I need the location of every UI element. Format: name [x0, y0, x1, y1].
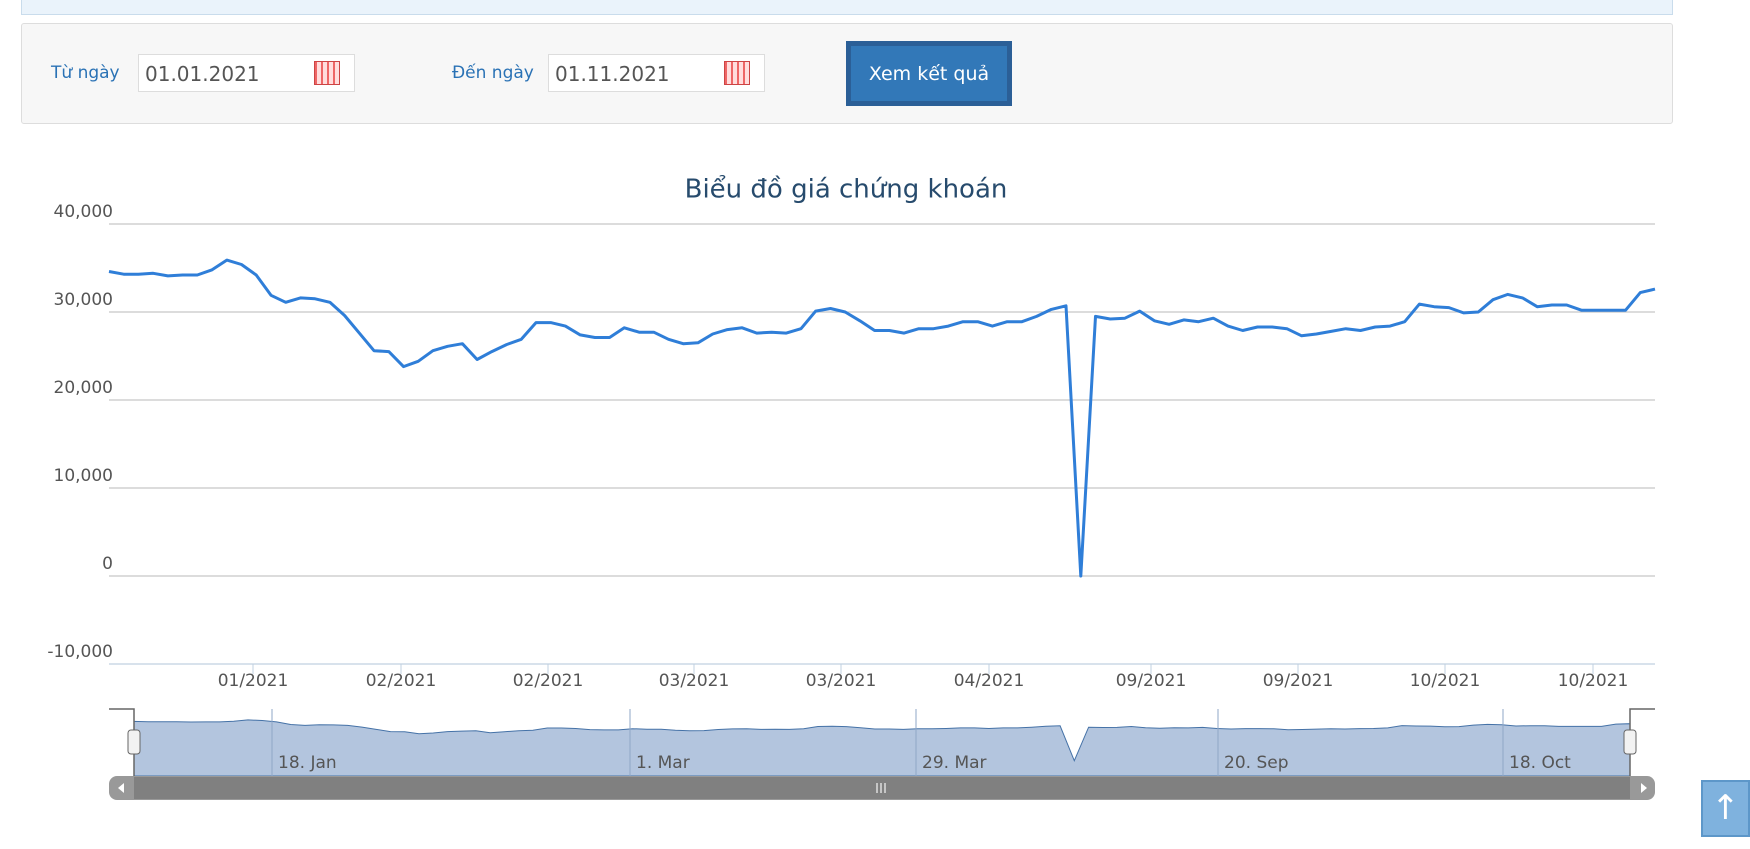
price-line	[108, 258, 1656, 578]
from-value: 01.01.2021	[145, 62, 260, 86]
button-text: Xem kết quả	[851, 46, 1007, 101]
x-tick-label: 02/2021	[366, 671, 437, 691]
x-tick-label: 09/2021	[1263, 671, 1334, 691]
y-tick-label: 20,000	[54, 378, 113, 398]
x-tick-label: 03/2021	[806, 671, 877, 691]
navigator-label: 1. Mar	[636, 753, 690, 773]
submit-button[interactable]: Xem kết quả	[846, 41, 1012, 106]
y-tick-label: 40,000	[54, 202, 113, 222]
navigator-label: 18. Jan	[278, 753, 337, 773]
scroll-grip	[876, 783, 886, 793]
from-label: Từ ngày	[51, 63, 120, 83]
y-tick-label: 30,000	[54, 290, 113, 310]
chart-title: Biểu đồ giá chứng khoán	[685, 174, 1008, 205]
from-input[interactable]: 01.01.2021	[138, 54, 355, 92]
navigator-handle	[127, 729, 141, 755]
calendar-icon[interactable]	[314, 61, 340, 85]
x-tick-label: 04/2021	[954, 671, 1025, 691]
y-tick-label: 0	[102, 554, 113, 574]
y-tick-label: 10,000	[54, 466, 113, 486]
scroll-left	[118, 783, 124, 793]
navigator-label: 20. Sep	[1224, 753, 1288, 773]
x-tick-label: 02/2021	[513, 671, 584, 691]
x-tick-label: 09/2021	[1116, 671, 1187, 691]
navigator-label: 29. Mar	[922, 753, 987, 773]
navigator-label: 18. Oct	[1509, 753, 1571, 773]
scrollbar-thumb	[134, 777, 1630, 799]
navigator-area	[133, 719, 1631, 777]
header-strip	[21, 0, 1673, 15]
scroll-top-button[interactable]: ↑	[1701, 780, 1750, 837]
x-tick-label: 01/2021	[218, 671, 289, 691]
x-tick-label: 03/2021	[659, 671, 730, 691]
x-tick-label: 10/2021	[1410, 671, 1481, 691]
scroll-right	[1641, 783, 1647, 793]
to-label: Đến ngày	[452, 63, 534, 83]
navigator-handle	[1623, 729, 1637, 755]
y-tick-label: -10,000	[47, 642, 113, 662]
to-value: 01.11.2021	[555, 62, 670, 86]
x-tick-label: 10/2021	[1558, 671, 1629, 691]
calendar-icon[interactable]	[724, 61, 750, 85]
to-input[interactable]: 01.11.2021	[548, 54, 765, 92]
